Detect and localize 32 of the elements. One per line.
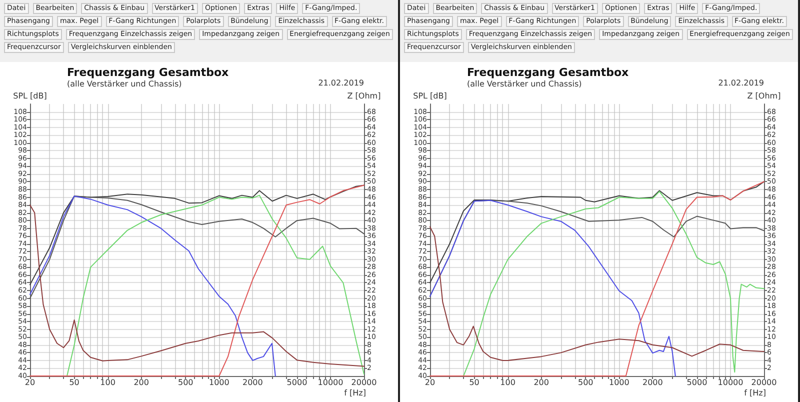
chart-subtitle: (alle Verstärker und Chassis) xyxy=(67,80,182,88)
x-tick-label: 5000 xyxy=(286,378,308,387)
x-tick-label: 500 xyxy=(578,378,594,387)
chart-title: Frequenzgang Gesamtbox xyxy=(467,66,629,79)
chart-title: Frequenzgang Gesamtbox xyxy=(67,66,229,79)
text: 21.02.2019 xyxy=(718,78,764,88)
y-axis-title: SPL [dB] xyxy=(413,92,447,100)
x-tick-label: 20000 xyxy=(751,378,777,387)
y2-axis-title: Z [Ohm] xyxy=(347,92,381,100)
x-axis-title: f [Hz] xyxy=(344,388,366,398)
y-axis-title: SPL [dB] xyxy=(13,92,47,100)
chart-subtitle: (alle Verstärker und Chassis) xyxy=(467,80,582,88)
x-tick-label: 200 xyxy=(134,378,149,387)
x-tick-label: 100 xyxy=(500,378,516,387)
x-tick-label: 2000 xyxy=(642,378,663,387)
x-tick-label: 1000 xyxy=(208,378,230,387)
x-tick-label: 5000 xyxy=(686,378,708,387)
x-axis-title: f [Hz] xyxy=(744,388,766,398)
x-tick-label: 20 xyxy=(24,378,36,387)
x-tick-label: 100 xyxy=(100,378,116,387)
x-tick-label: 20000 xyxy=(351,378,377,387)
x-tick-label: 50 xyxy=(469,378,480,387)
x-tick-label: 10000 xyxy=(718,378,744,387)
y2-axis-title: Z [Ohm] xyxy=(747,92,781,100)
x-tick-label: 10000 xyxy=(318,378,344,387)
x-tick-label: 20 xyxy=(424,378,436,387)
x-tick-label: 1000 xyxy=(608,378,630,387)
x-tick-label: 2000 xyxy=(242,378,263,387)
x-tick-label: 500 xyxy=(178,378,194,387)
x-tick-label: 50 xyxy=(69,378,80,387)
x-tick-label: 200 xyxy=(534,378,549,387)
text: 21.02.2019 xyxy=(318,78,364,88)
